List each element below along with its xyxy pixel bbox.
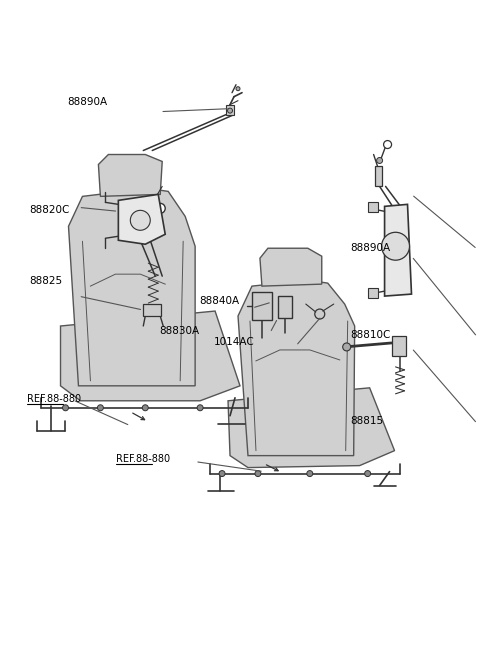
Circle shape — [315, 309, 325, 319]
Bar — [368, 288, 378, 298]
Circle shape — [130, 211, 150, 230]
Bar — [252, 292, 272, 320]
Circle shape — [142, 405, 148, 411]
Bar — [226, 105, 234, 115]
Text: 88890A: 88890A — [68, 97, 108, 108]
Circle shape — [365, 470, 371, 476]
Text: 88810C: 88810C — [350, 329, 390, 340]
Circle shape — [155, 203, 165, 213]
Bar — [278, 296, 292, 318]
Circle shape — [382, 232, 409, 260]
Text: 88815: 88815 — [350, 416, 383, 426]
Text: 88890A: 88890A — [350, 243, 390, 253]
Circle shape — [343, 343, 351, 351]
Circle shape — [255, 470, 261, 476]
Polygon shape — [98, 155, 162, 196]
Circle shape — [307, 470, 313, 476]
Text: REF.88-880: REF.88-880 — [27, 394, 81, 403]
Polygon shape — [69, 188, 195, 386]
Circle shape — [228, 108, 232, 113]
Polygon shape — [119, 194, 165, 244]
Text: REF.88-880: REF.88-880 — [116, 454, 170, 464]
Circle shape — [197, 405, 203, 411]
Circle shape — [62, 405, 69, 411]
Polygon shape — [60, 311, 240, 401]
Polygon shape — [260, 248, 322, 286]
Bar — [144, 304, 161, 316]
Text: 88820C: 88820C — [29, 205, 70, 215]
Text: 1014AC: 1014AC — [214, 337, 254, 348]
Circle shape — [219, 470, 225, 476]
Bar — [368, 202, 378, 213]
Circle shape — [384, 140, 392, 148]
Text: 88830A: 88830A — [159, 326, 199, 337]
Text: 88840A: 88840A — [199, 295, 240, 306]
Polygon shape — [384, 205, 411, 296]
Bar — [392, 336, 406, 356]
Bar — [374, 167, 382, 186]
Polygon shape — [228, 388, 395, 468]
Circle shape — [236, 87, 240, 91]
Circle shape — [97, 405, 103, 411]
Circle shape — [377, 157, 383, 163]
Polygon shape — [238, 280, 355, 456]
Text: 88825: 88825 — [29, 276, 62, 286]
